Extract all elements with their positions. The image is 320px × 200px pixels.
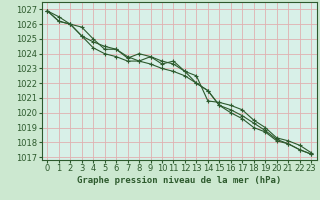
X-axis label: Graphe pression niveau de la mer (hPa): Graphe pression niveau de la mer (hPa)	[77, 176, 281, 185]
